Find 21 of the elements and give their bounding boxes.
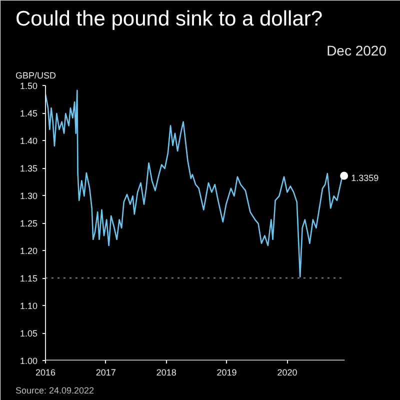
y-tick-label: 1.20 xyxy=(20,246,38,256)
x-tick-label: 2020 xyxy=(277,368,298,378)
chart-subtitle: Dec 2020 xyxy=(326,42,387,58)
y-tick-label: 1.10 xyxy=(20,301,38,311)
chart-title: Could the pound sink to a dollar? xyxy=(16,8,323,30)
annotation: 1.3359 xyxy=(351,172,379,183)
y-axis-title: GBP/USD xyxy=(16,70,57,80)
x-tick-label: 2019 xyxy=(216,368,237,378)
y-tick-label: 1.25 xyxy=(20,218,38,228)
x-tick-label: 2018 xyxy=(156,368,176,378)
y-tick-label: 1.35 xyxy=(20,164,38,174)
y-tick-label: 1.05 xyxy=(20,328,38,338)
source-note: Source: 24.09.2022 xyxy=(16,386,94,396)
y-tick-label: 1.45 xyxy=(20,108,38,118)
y-tick-label: 1.50 xyxy=(20,81,38,91)
y-tick-label: 1.30 xyxy=(20,191,38,201)
y-tick-label: 1.40 xyxy=(20,136,38,146)
y-tick-label: 1.15 xyxy=(20,274,38,284)
y-tick-label: 1.00 xyxy=(20,356,38,366)
x-tick-label: 2016 xyxy=(35,368,56,378)
x-tick-label: 2017 xyxy=(96,368,116,378)
